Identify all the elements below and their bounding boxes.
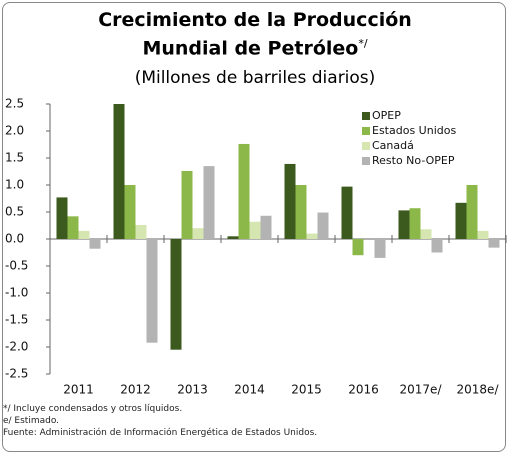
bar (306, 233, 318, 239)
chart-subtitle: (Millones de barriles diarios) (134, 68, 376, 88)
chart-title: Crecimiento de la Producción Mundial de … (98, 9, 412, 60)
bar (352, 239, 364, 256)
x-tick-label: 2017e/ (400, 383, 443, 397)
x-tick-label: 2015 (291, 383, 322, 397)
y-tick-label: -0.5 (5, 259, 28, 273)
bar (431, 239, 443, 253)
x-tick-label: 2016 (348, 383, 379, 397)
y-tick-label: -2.5 (5, 367, 28, 381)
bar (398, 210, 410, 239)
x-tick-label: 2012 (120, 383, 151, 397)
bar (341, 186, 353, 239)
legend-swatch (362, 157, 370, 165)
bar (284, 163, 296, 239)
y-tick-label: -1.0 (5, 286, 28, 300)
bar (420, 229, 432, 239)
bar (260, 215, 272, 239)
bar (249, 221, 261, 239)
y-tick-label: 2.0 (5, 124, 24, 138)
legend-label: Estados Unidos (372, 124, 456, 137)
y-tick-label: 1.5 (5, 151, 24, 165)
title-note: */ (358, 37, 368, 50)
legend-label: Resto No-OPEP (372, 154, 455, 167)
bar (181, 170, 193, 239)
y-tick-label: 0.0 (5, 232, 24, 246)
legend-label: OPEP (372, 109, 401, 122)
chart-title-block: Crecimiento de la Producción Mundial de … (0, 8, 510, 60)
legend-swatch (362, 127, 370, 135)
note: */ Incluye condensados y otros líquidos. (3, 404, 183, 414)
x-tick-label: 2014 (234, 383, 265, 397)
legend-swatch (362, 142, 370, 150)
x-tick-label: 2018e/ (457, 383, 500, 397)
y-tick-label: 1.0 (5, 178, 24, 192)
x-tick-label: 2011 (63, 383, 94, 397)
bar (170, 239, 182, 350)
bar (78, 230, 90, 239)
x-tick-label: 2013 (177, 383, 208, 397)
bar (227, 236, 239, 239)
bar (466, 185, 478, 239)
bar (113, 104, 125, 239)
bar (56, 197, 68, 239)
bar (477, 230, 489, 239)
note: Fuente: Administración de Información En… (3, 428, 318, 438)
y-tick-label: 0.5 (5, 205, 24, 219)
legend-swatch (362, 112, 370, 120)
note: e/ Estimado. (3, 416, 60, 426)
bar (374, 239, 386, 258)
y-tick-label: 2.5 (5, 97, 24, 111)
bar (455, 202, 467, 239)
bar (89, 239, 101, 249)
bar (146, 239, 158, 343)
bar (295, 185, 307, 239)
bar (135, 224, 147, 239)
bar (409, 208, 421, 239)
bar (317, 212, 329, 239)
y-tick-label: -1.5 (5, 313, 28, 327)
y-tick-label: -2.0 (5, 340, 28, 354)
bar (488, 239, 500, 248)
bar (192, 228, 204, 239)
bar (203, 166, 215, 239)
legend-label: Canadá (372, 139, 414, 152)
bar (67, 216, 79, 239)
bar (124, 185, 136, 239)
bar (238, 143, 250, 239)
notes: */ Incluye condensados y otros líquidos.… (3, 403, 317, 439)
